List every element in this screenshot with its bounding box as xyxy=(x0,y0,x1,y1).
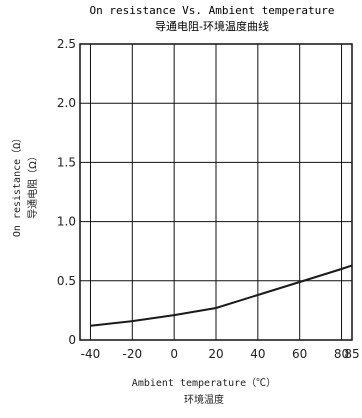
y-tick-label: 2.0 xyxy=(57,96,76,110)
chart-subtitle: 导通电阻-环境温度曲线 xyxy=(155,19,269,33)
x-tick-label: -20 xyxy=(123,347,143,361)
x-tick-label: 40 xyxy=(250,347,265,361)
x-tick-label: 20 xyxy=(208,347,223,361)
x-tick-label: 60 xyxy=(292,347,307,361)
y-tick-labels: 0 0.5 1.0 1.5 2.0 2.5 xyxy=(57,37,76,347)
x-tick-label: 80 xyxy=(334,347,349,361)
x-tick-label: 85 xyxy=(344,347,359,361)
y-tick-label: 2.5 xyxy=(57,37,76,51)
plot-frame xyxy=(79,43,353,341)
y-axis-label-cn: 导通电阻（Ω） xyxy=(26,151,39,219)
grid xyxy=(80,44,352,340)
x-tick-label: -40 xyxy=(81,347,101,361)
chart-title: On resistance Vs. Ambient temperature xyxy=(89,4,334,17)
y-tick-label: 0.5 xyxy=(57,274,76,288)
x-axis-label-cn: 环境温度 xyxy=(184,393,224,406)
y-tick-label: 0 xyxy=(68,333,76,347)
series-group xyxy=(90,264,353,327)
y-tick-label: 1.5 xyxy=(57,155,76,169)
y-tick-label: 1.0 xyxy=(57,215,76,229)
x-tick-label: 0 xyxy=(170,347,178,361)
x-axis-label: Ambient temperature（℃） xyxy=(132,377,276,389)
series-line xyxy=(90,264,353,327)
y-axis-label: On resistance（Ω） xyxy=(11,133,23,237)
